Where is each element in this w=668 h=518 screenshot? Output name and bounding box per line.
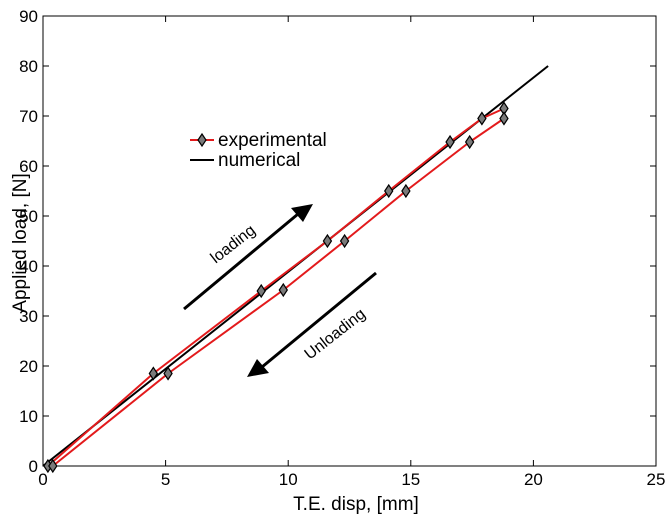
tick-labels: 0 5 10 15 20 25 0 10 20 30 40 50 60 70 80 90 [19, 7, 665, 489]
legend-label-numerical: numerical [218, 150, 300, 171]
series-layer [42, 65, 549, 474]
y-tick-label: 50 [19, 207, 38, 226]
axis-ticks [42, 15, 657, 467]
data-point-experimental [163, 366, 173, 381]
y-tick-label: 80 [19, 57, 38, 76]
legend-label-experimental: experimental [218, 130, 327, 151]
data-point-experimental [499, 111, 509, 126]
data-point-experimental [464, 134, 475, 150]
y-tick-label: 30 [19, 307, 38, 326]
unloading-arrow-head [247, 359, 269, 377]
y-tick-label: 90 [19, 7, 38, 26]
data-point-experimental [445, 134, 455, 150]
y-tick-label: 20 [19, 357, 38, 376]
y-tick-label: 40 [19, 257, 38, 276]
y-tick-label: 70 [19, 107, 38, 126]
legend: experimental numerical [190, 130, 327, 171]
y-axis-title: Applied load, [N] [10, 173, 31, 312]
x-tick-label: 5 [161, 470, 170, 489]
data-point-experimental [339, 233, 350, 249]
x-tick-label: 0 [38, 470, 47, 489]
data-point-experimental [477, 111, 487, 126]
data-point-experimental [401, 183, 411, 199]
loading-arrow-shaft [183, 212, 299, 311]
y-tick-label: 0 [29, 457, 38, 476]
x-tick-label: 10 [279, 470, 298, 489]
data-point-experimental [48, 458, 58, 474]
x-axis-title: T.E. disp, [mm] [293, 494, 419, 515]
unloading-label: Unloading [302, 306, 369, 364]
legend-marker-experimental [197, 132, 207, 148]
x-tick-label: 15 [401, 470, 420, 489]
y-tick-label: 60 [19, 157, 38, 176]
data-point-experimental [384, 183, 394, 199]
x-tick-label: 25 [647, 470, 666, 489]
x-tick-label: 20 [524, 470, 543, 489]
data-point-experimental [322, 233, 333, 249]
y-tick-label: 10 [19, 407, 38, 426]
loading-annotation: loading [183, 204, 313, 311]
data-point-experimental [148, 366, 159, 381]
unloading-arrow-shaft [261, 271, 377, 369]
plot-area [42, 15, 657, 467]
data-point-experimental [256, 283, 266, 299]
loading-label: loading [208, 222, 259, 267]
loading-arrow-head [291, 204, 313, 222]
data-point-experimental [278, 282, 289, 298]
